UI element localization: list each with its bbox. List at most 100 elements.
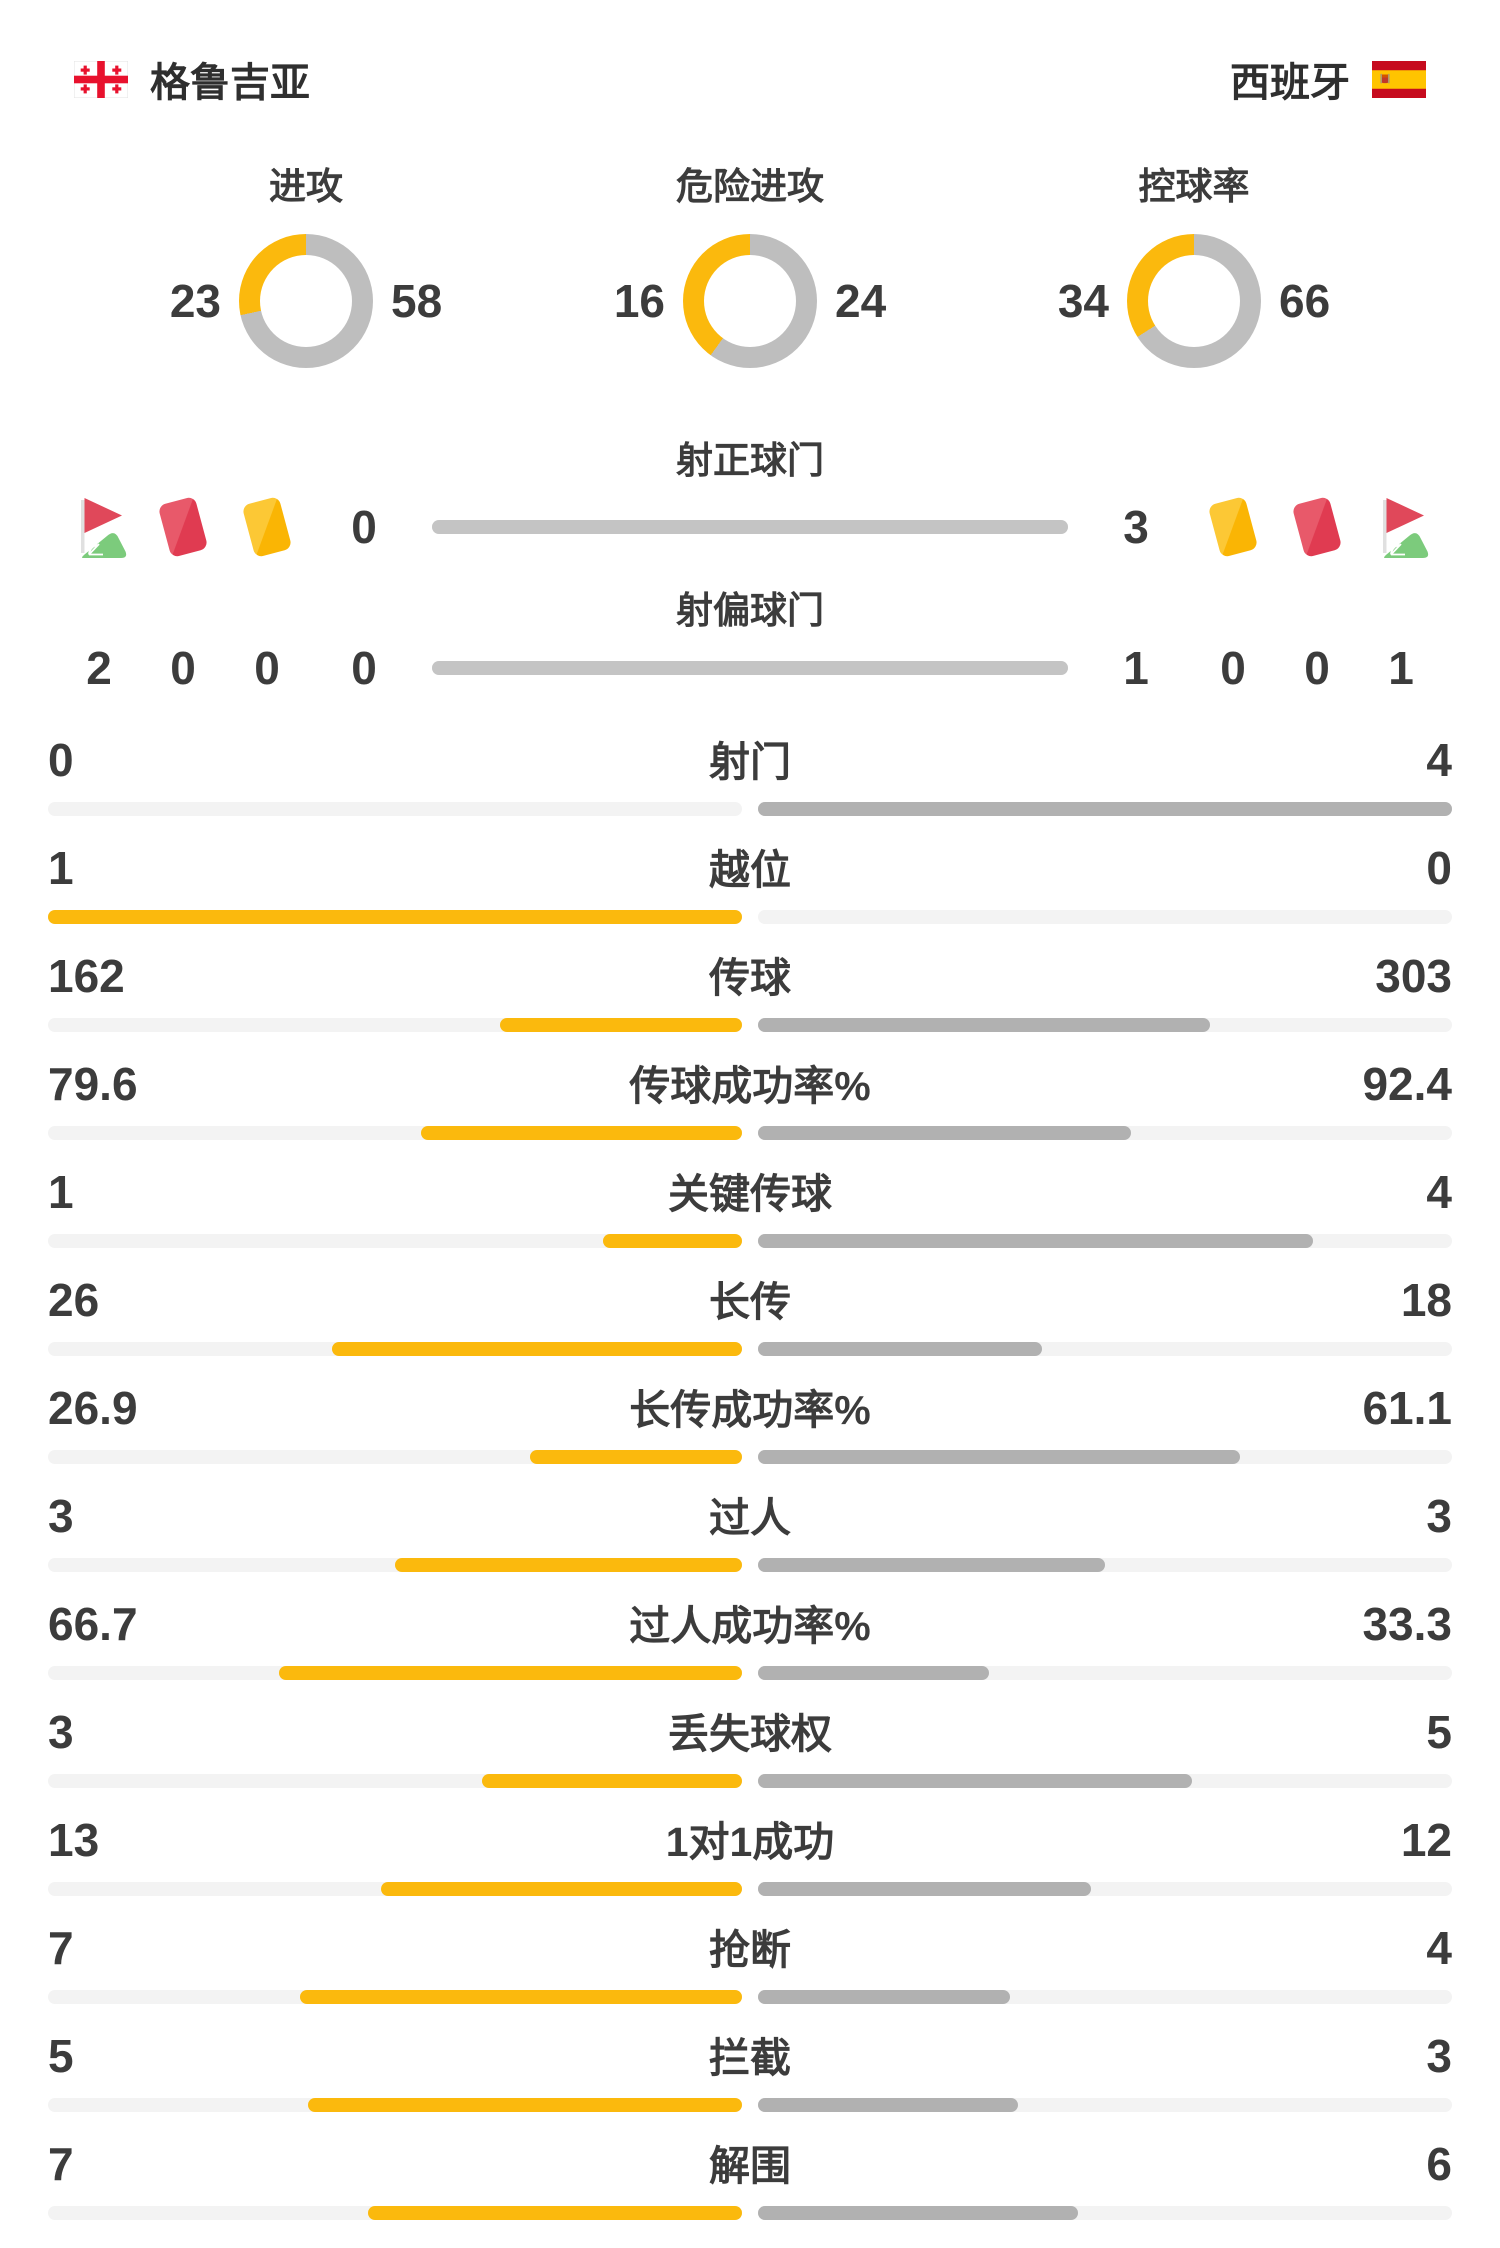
stat-bar-away-track bbox=[758, 1018, 1452, 1032]
stat-bars bbox=[48, 1558, 1452, 1572]
stat-bar-away-fill bbox=[758, 1342, 1042, 1356]
stat-text: 3 过人 3 bbox=[48, 1492, 1452, 1542]
donut-hole bbox=[1148, 255, 1240, 347]
stat-bar-home-fill bbox=[308, 2098, 742, 2112]
stat-row: 26.9 长传成功率% 61.1 bbox=[48, 1384, 1452, 1492]
stat-text: 13 1对1成功 12 bbox=[48, 1816, 1452, 1866]
stat-away-value: 303 bbox=[1375, 950, 1452, 1002]
stat-row: 7 抢断 4 bbox=[48, 1924, 1452, 2032]
shots-on-bar bbox=[432, 520, 1068, 534]
stat-text: 162 传球 303 bbox=[48, 952, 1452, 1002]
stat-label: 射门 bbox=[709, 739, 791, 785]
stat-away-value: 3 bbox=[1426, 1490, 1452, 1542]
stat-bar-away-track bbox=[758, 1126, 1452, 1140]
stat-bar-away-track bbox=[758, 2098, 1452, 2112]
stat-label: 关键传球 bbox=[668, 1171, 832, 1217]
donut-title: 危险进攻 bbox=[676, 166, 824, 207]
stat-label: 1对1成功 bbox=[665, 1819, 835, 1865]
donut-title: 进攻 bbox=[269, 166, 343, 207]
stat-row: 13 1对1成功 12 bbox=[48, 1816, 1452, 1924]
shots-off-bar-away-fill bbox=[432, 661, 1068, 675]
donut-chart: 危险进攻 16 24 bbox=[540, 156, 960, 368]
stat-bar-away-fill bbox=[758, 1126, 1131, 1140]
stat-bar-home-fill bbox=[381, 1882, 742, 1896]
stat-bar-away-fill bbox=[758, 1666, 990, 1680]
stat-bar-home-fill bbox=[529, 1450, 742, 1464]
stat-home-value: 7 bbox=[48, 2138, 74, 2190]
stat-home-value: 3 bbox=[48, 1706, 74, 1758]
stat-label: 解围 bbox=[709, 2143, 791, 2189]
stat-bar-away-fill bbox=[758, 1234, 1314, 1248]
away-corner-flag-icon bbox=[1372, 492, 1430, 562]
stat-away-value: 4 bbox=[1426, 734, 1452, 786]
stat-label: 过人成功率% bbox=[629, 1603, 871, 1649]
stat-home-value: 0 bbox=[48, 734, 74, 786]
stat-label: 丢失球权 bbox=[668, 1711, 832, 1757]
stat-row: 162 传球 303 bbox=[48, 952, 1452, 1060]
home-red-card-icon bbox=[154, 492, 212, 562]
stat-away-value: 12 bbox=[1400, 1814, 1452, 1866]
donut-home-value: 34 bbox=[1057, 275, 1109, 327]
stat-text: 5 拦截 3 bbox=[48, 2032, 1452, 2082]
stat-bar-away-track bbox=[758, 2206, 1452, 2220]
away-yellow-card-icon bbox=[1204, 492, 1262, 562]
stat-away-value: 5 bbox=[1426, 1706, 1452, 1758]
away-team-name: 西班牙 bbox=[1230, 61, 1350, 105]
donut-row: 34 66 bbox=[1058, 234, 1330, 368]
stat-label: 抢断 bbox=[709, 1927, 791, 1973]
stat-label: 传球成功率% bbox=[629, 1063, 871, 1109]
stat-text: 26 长传 18 bbox=[48, 1276, 1452, 1326]
stat-bar-home-fill bbox=[395, 1558, 742, 1572]
stat-home-value: 3 bbox=[48, 1490, 74, 1542]
stat-bar-away-track bbox=[758, 1990, 1452, 2004]
donut-ring bbox=[1127, 234, 1261, 368]
stat-label: 长传 bbox=[709, 1279, 791, 1325]
georgia-flag-icon bbox=[74, 60, 128, 98]
stat-bar-home-fill bbox=[279, 1666, 742, 1680]
stat-bars bbox=[48, 1666, 1452, 1680]
stat-away-value: 4 bbox=[1426, 1922, 1452, 1974]
stat-away-value: 6 bbox=[1426, 2138, 1452, 2190]
stat-away-value: 4 bbox=[1426, 1166, 1452, 1218]
home-red-cards-count: 0 bbox=[170, 642, 196, 694]
stat-bar-away-track bbox=[758, 1450, 1452, 1464]
shots-on-target-label: 射正球门 bbox=[676, 440, 824, 481]
stat-bar-home-fill bbox=[603, 1234, 742, 1248]
spain-crest bbox=[1380, 73, 1390, 83]
donut-away-value: 58 bbox=[391, 275, 443, 327]
stat-bar-home-track bbox=[48, 1018, 742, 1032]
donut-chart: 进攻 23 58 bbox=[96, 156, 516, 368]
stat-text: 3 丢失球权 5 bbox=[48, 1708, 1452, 1758]
stat-bar-away-fill bbox=[758, 1774, 1192, 1788]
stat-bar-home-track bbox=[48, 802, 742, 816]
stat-home-value: 26.9 bbox=[48, 1382, 138, 1434]
stat-away-value: 0 bbox=[1426, 842, 1452, 894]
donut-charts: 进攻 23 58 危险进攻 16 24 控球率 34 66 bbox=[0, 156, 1500, 368]
stat-bar-away-fill bbox=[758, 1450, 1240, 1464]
stat-text: 7 解围 6 bbox=[48, 2140, 1452, 2190]
shots-off-target-label: 射偏球门 bbox=[676, 590, 824, 631]
stat-bar-home-track bbox=[48, 1450, 742, 1464]
stat-away-value: 3 bbox=[1426, 2030, 1452, 2082]
stat-home-value: 79.6 bbox=[48, 1058, 138, 1110]
stat-text: 26.9 长传成功率% 61.1 bbox=[48, 1384, 1452, 1434]
donut-chart: 控球率 34 66 bbox=[984, 156, 1404, 368]
stat-bar-away-fill bbox=[758, 1990, 1011, 2004]
stat-bar-away-track bbox=[758, 1558, 1452, 1572]
stat-bar-home-fill bbox=[368, 2206, 742, 2220]
stat-bars bbox=[48, 910, 1452, 924]
stat-bar-away-track bbox=[758, 1234, 1452, 1248]
stat-row: 26 长传 18 bbox=[48, 1276, 1452, 1384]
stat-home-value: 1 bbox=[48, 842, 74, 894]
stat-row: 0 射门 4 bbox=[48, 736, 1452, 844]
donut-title: 控球率 bbox=[1138, 166, 1250, 207]
home-yellow-card-icon bbox=[238, 492, 296, 562]
shots-on-away-value: 3 bbox=[1123, 501, 1149, 553]
shots-on-home-value: 0 bbox=[351, 501, 377, 553]
away-yellow-cards-count: 0 bbox=[1220, 642, 1246, 694]
stat-row: 3 丢失球权 5 bbox=[48, 1708, 1452, 1816]
stat-bar-away-fill bbox=[758, 2098, 1019, 2112]
away-red-cards-count: 0 bbox=[1304, 642, 1330, 694]
stat-bar-home-track bbox=[48, 2098, 742, 2112]
stat-bar-home-track bbox=[48, 910, 742, 924]
